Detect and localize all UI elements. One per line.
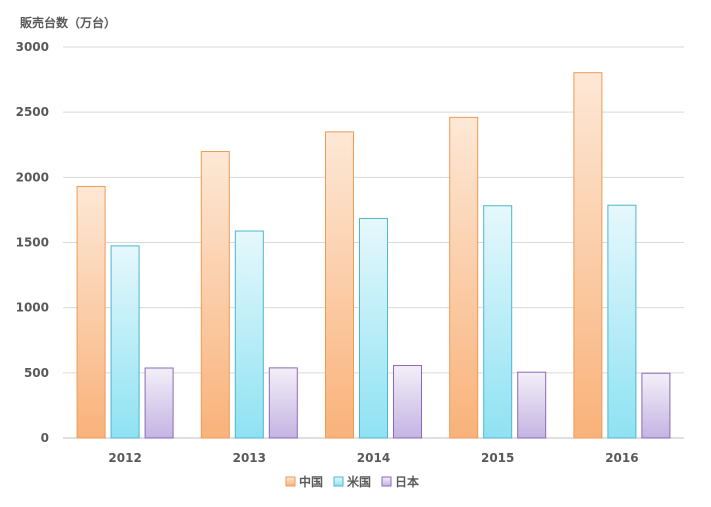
bar-2012-0 xyxy=(76,185,106,439)
y-axis-ticks: 0 500 1000 1500 2000 2500 3000 xyxy=(16,40,49,445)
legend-swatch xyxy=(333,476,344,487)
x-tick-label: 2014 xyxy=(357,451,390,465)
bar-2016-2 xyxy=(641,372,671,439)
y-tick-label: 2500 xyxy=(16,105,49,119)
legend-label: 日本 xyxy=(395,474,419,489)
legend-label: 米国 xyxy=(347,474,371,489)
y-axis-label: 販売台数（万台） xyxy=(20,15,116,30)
legend-label: 中国 xyxy=(299,474,323,489)
y-tick-label: 2000 xyxy=(16,170,49,184)
x-tick-label: 2013 xyxy=(233,451,266,465)
bar-2012-2 xyxy=(144,367,174,439)
legend-swatch xyxy=(285,476,296,487)
bar-2012-1 xyxy=(110,245,140,439)
bar-2013-2 xyxy=(268,367,298,439)
x-axis-ticks: 2012 2013 2014 2015 2016 xyxy=(108,451,638,465)
bar-2015-2 xyxy=(517,371,547,439)
legend-swatch xyxy=(381,476,392,487)
y-tick-label: 500 xyxy=(24,366,49,380)
bar-2013-1 xyxy=(234,230,264,439)
y-tick-label: 3000 xyxy=(16,40,49,54)
bar-2016-1 xyxy=(607,204,637,439)
bar-2013-0 xyxy=(200,151,230,439)
bar-2014-1 xyxy=(359,218,388,439)
legend: 中国 米国 日本 xyxy=(285,474,419,489)
x-tick-label: 2015 xyxy=(481,451,514,465)
bar-2015-0 xyxy=(449,116,479,439)
x-tick-label: 2016 xyxy=(605,451,638,465)
bar-2016-0 xyxy=(573,72,603,439)
y-tick-label: 1000 xyxy=(16,301,49,315)
bar-2014-0 xyxy=(325,131,354,439)
bar-2014-2 xyxy=(393,365,422,439)
bars xyxy=(76,72,671,439)
y-tick-label: 0 xyxy=(41,431,49,445)
bar-2015-1 xyxy=(483,205,513,439)
y-tick-label: 1500 xyxy=(16,236,49,250)
x-tick-label: 2012 xyxy=(108,451,141,465)
